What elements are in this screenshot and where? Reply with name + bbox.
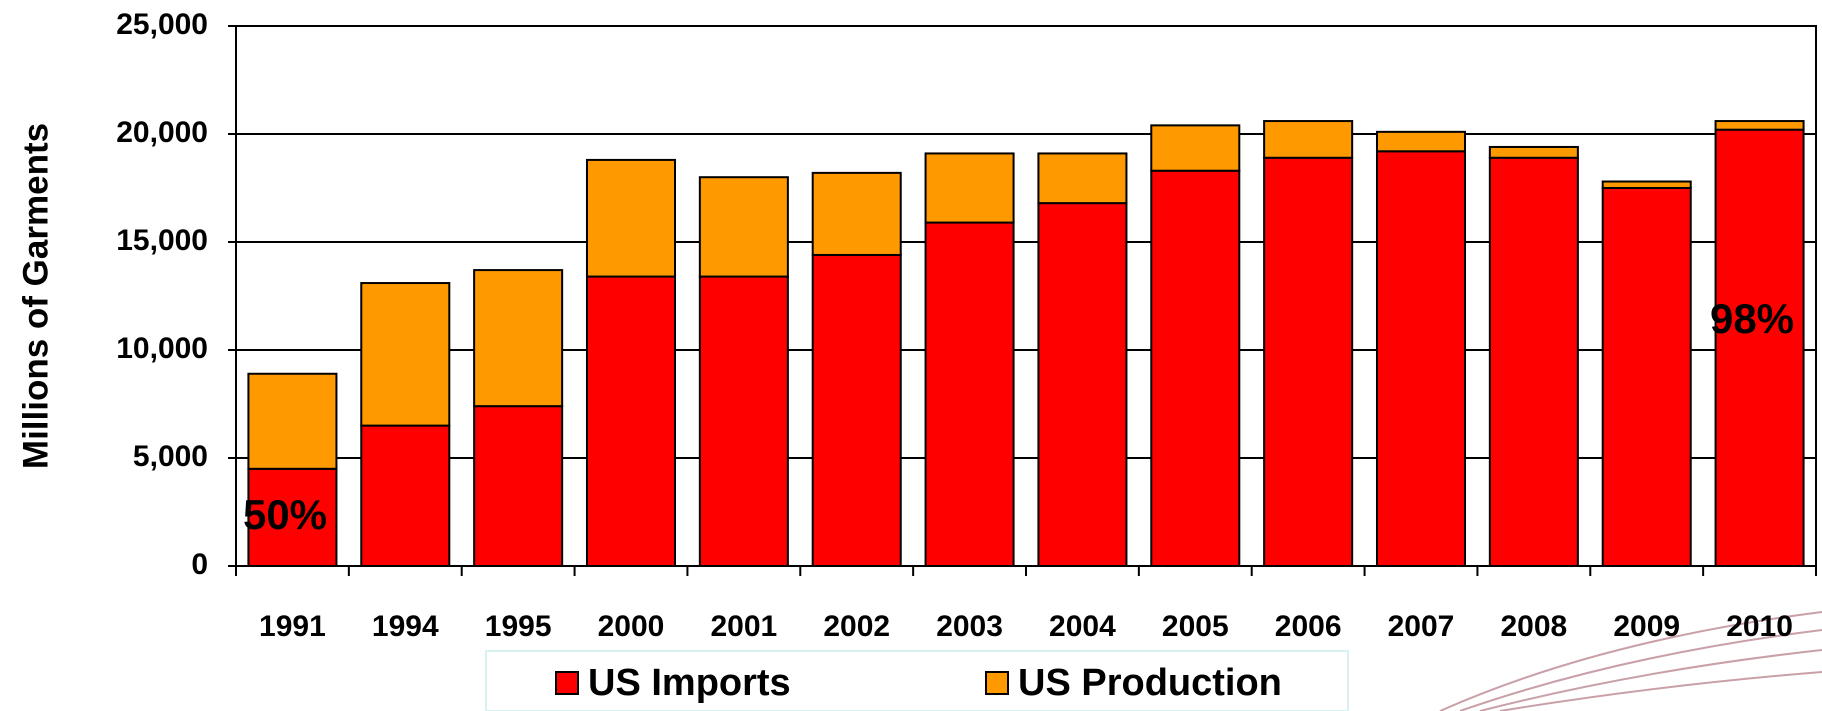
bar-segment [924, 221, 1015, 567]
decoration [1439, 611, 1822, 711]
legend-swatch [555, 671, 579, 695]
x-tick-label: 2009 [1613, 610, 1680, 643]
x-tick-label: 2007 [1388, 610, 1455, 643]
bar-segment [811, 253, 902, 568]
bar-segment [698, 176, 789, 278]
x-tick-label: 2002 [823, 610, 890, 643]
y-tick-label: 5,000 [133, 440, 208, 473]
y-axis-label: Millions of Garments [16, 123, 55, 469]
y-tick-label: 15,000 [116, 224, 208, 257]
legend-swatch [985, 671, 1009, 695]
bar-segment [1150, 169, 1241, 567]
bar-segment [1375, 130, 1467, 153]
bar-segment [585, 158, 677, 278]
bar-segment [1263, 120, 1354, 159]
x-tick-label: 2001 [710, 610, 777, 643]
x-tick-label: 2000 [598, 610, 665, 643]
bar-segment [1714, 128, 1805, 567]
x-tick-label: 2010 [1726, 610, 1793, 643]
legend-box [485, 650, 1349, 711]
bar-segment [247, 467, 338, 567]
legend-label: US Production [1018, 662, 1282, 704]
bar-segment [1601, 187, 1692, 567]
legend-label: US Imports [588, 662, 791, 704]
bar-segment [698, 275, 789, 567]
x-tick-label: 1991 [259, 610, 326, 643]
x-tick-label: 1994 [372, 610, 439, 643]
x-tick-label: 1995 [485, 610, 552, 643]
bar-segment [1150, 124, 1241, 172]
bar-segment [1037, 202, 1128, 567]
x-tick-label: 2008 [1500, 610, 1567, 643]
x-tick-label: 2005 [1162, 610, 1229, 643]
bar-segment [1488, 145, 1579, 159]
bar-segment [1375, 150, 1467, 567]
bar-segment [1714, 120, 1805, 131]
y-tick-label: 20,000 [116, 116, 208, 149]
y-tick-label: 0 [191, 548, 208, 581]
x-tick-label: 2004 [1049, 610, 1116, 643]
bar-segment [585, 275, 677, 567]
plot-frame [235, 25, 1817, 567]
bar-segment [360, 424, 451, 567]
bar-segment [924, 152, 1015, 224]
annotation: 50% [243, 491, 327, 538]
bar-segment [1263, 156, 1354, 567]
bar-segment [1601, 180, 1692, 190]
bar-segment [473, 269, 564, 408]
bar-segment [247, 372, 338, 470]
y-tick-label: 10,000 [116, 332, 208, 365]
annotation: 98% [1710, 295, 1794, 342]
x-tick-label: 2006 [1275, 610, 1342, 643]
bar-segment [1037, 152, 1128, 205]
bar-segment [360, 282, 451, 427]
bar-segment [1488, 156, 1579, 567]
x-tick-label: 2003 [936, 610, 1003, 643]
bar-segment [811, 171, 902, 256]
y-tick-label: 25,000 [116, 8, 208, 41]
bar-segment [473, 405, 564, 567]
